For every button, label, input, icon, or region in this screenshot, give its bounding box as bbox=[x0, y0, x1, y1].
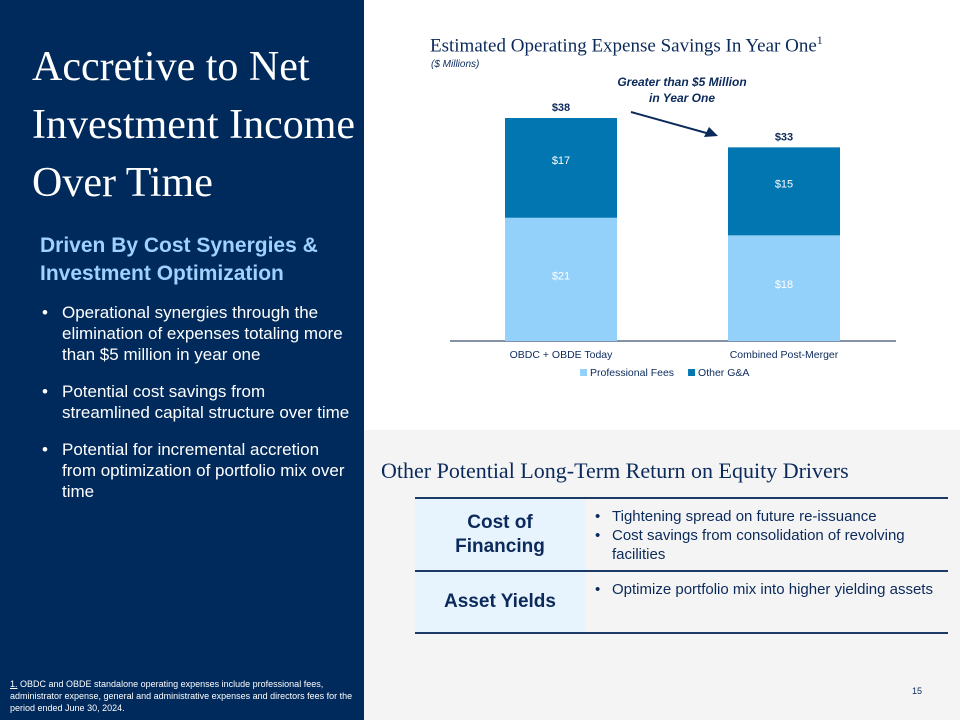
row-header: Cost of Financing bbox=[415, 499, 585, 570]
bullet-item: Potential for incremental accretion from… bbox=[40, 439, 355, 502]
arrow-head-icon bbox=[704, 127, 718, 137]
legend-swatch bbox=[580, 369, 587, 376]
bar-segment bbox=[505, 217, 617, 341]
footnote-ref: 1 bbox=[816, 33, 823, 47]
row-items: Optimize portfolio mix into higher yield… bbox=[585, 572, 948, 632]
chart-title-text: Estimated Operating Expense Savings In Y… bbox=[430, 35, 817, 57]
legend-label: Other G&A bbox=[698, 367, 749, 379]
slide-title: Accretive to Net Investment Income Over … bbox=[32, 44, 356, 206]
data-label: $21 bbox=[552, 270, 570, 282]
annotation-text: in Year One bbox=[649, 91, 715, 105]
row-items: Tightening spread on future re-issuance … bbox=[585, 499, 948, 570]
roe-row-cost-of-financing: Cost of Financing Tightening spread on f… bbox=[415, 497, 948, 572]
data-label: $15 bbox=[775, 178, 793, 190]
page-number: 15 bbox=[912, 686, 923, 696]
slide-subtitle: Driven By Cost Synergies & Investment Op… bbox=[40, 234, 318, 285]
category-label: Combined Post-Merger bbox=[730, 349, 839, 361]
chart-title: Estimated Operating Expense Savings In Y… bbox=[430, 33, 823, 57]
data-label: $18 bbox=[775, 279, 793, 291]
footnote-text: OBDC and OBDE standalone operating expen… bbox=[10, 679, 353, 713]
chart-units: ($ Millions) bbox=[431, 59, 480, 70]
stacked-bar-chart: $21 $17 $38 OBDC + OBDE Today $18 $15 $33 Combi… bbox=[450, 75, 896, 379]
annotation-arrow-line bbox=[630, 111, 711, 135]
row-item: Cost savings from consolidation of revol… bbox=[595, 526, 948, 564]
total-label: $33 bbox=[775, 131, 793, 143]
left-panel: Accretive to Net Investment Income Over … bbox=[0, 0, 364, 720]
footnote-marker: 1. bbox=[10, 679, 18, 689]
bullet-item: Operational synergies through the elimin… bbox=[40, 302, 355, 365]
row-item: Optimize portfolio mix into higher yield… bbox=[595, 580, 948, 599]
row-header: Asset Yields bbox=[415, 572, 585, 632]
bar-segment bbox=[505, 118, 617, 218]
roe-title: Other Potential Long-Term Return on Equi… bbox=[381, 458, 849, 483]
bullet-item: Potential cost savings from streamlined … bbox=[40, 381, 355, 423]
legend-swatch bbox=[688, 369, 696, 376]
legend-label: Professional Fees bbox=[590, 367, 674, 379]
roe-row-asset-yields: Asset Yields Optimize portfolio mix into… bbox=[415, 572, 948, 634]
data-label: $17 bbox=[552, 155, 570, 167]
left-content: Accretive to Net Investment Income Over … bbox=[0, 38, 364, 518]
category-label: OBDC + OBDE Today bbox=[510, 349, 614, 361]
row-item: Tightening spread on future re-issuance bbox=[595, 507, 948, 526]
total-label: $38 bbox=[552, 102, 570, 114]
footnote: 1. OBDC and OBDE standalone operating ex… bbox=[10, 678, 360, 714]
bullet-list: Operational synergies through the elimin… bbox=[40, 302, 355, 518]
bar-segment bbox=[728, 235, 840, 341]
bar-segment bbox=[728, 147, 840, 236]
annotation-text: Greater than $5 Million bbox=[617, 75, 746, 89]
